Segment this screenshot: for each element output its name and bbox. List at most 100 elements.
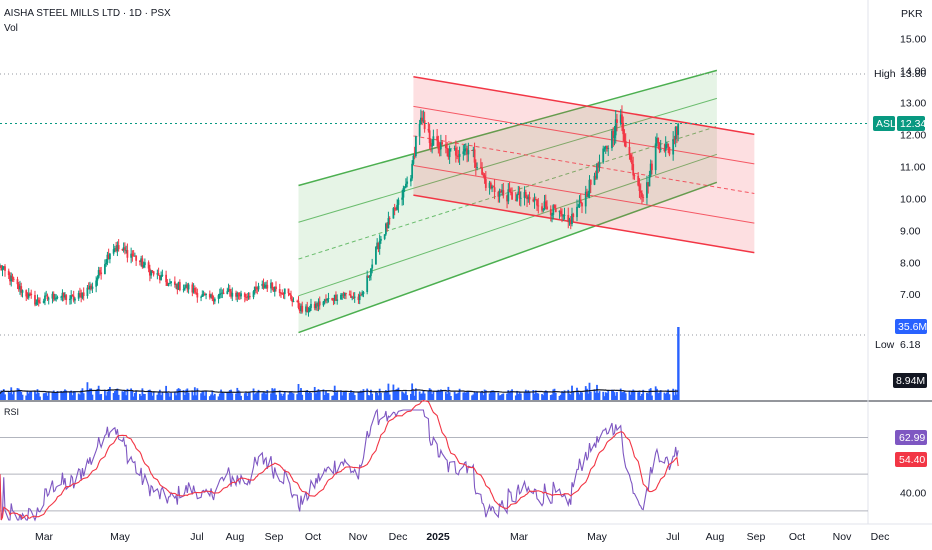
rsi-indicator-label[interactable]: RSI (4, 407, 20, 417)
volume-bar (476, 391, 478, 400)
volume-bar (301, 394, 304, 400)
volume-bar (196, 388, 199, 400)
candle-body (35, 302, 38, 305)
volume-bar (70, 390, 73, 400)
volume-bar (419, 393, 422, 400)
volume-bar (156, 394, 159, 400)
volume-bar (109, 386, 111, 400)
time-axis[interactable]: Mar May Jul Aug Sep Oct Nov Dec 2025 Mar May Jul Aug… (35, 531, 889, 543)
candle-body (353, 296, 356, 298)
candle-body (493, 187, 496, 192)
price-axis[interactable]: 15.00 14.00 13.00 12.00 11.00 10.00 9.00 8.00 7.… (900, 33, 926, 301)
candle-body (44, 295, 46, 301)
candle-body (358, 294, 361, 301)
candle-body (491, 186, 493, 189)
candle-body (167, 283, 170, 286)
last-price-marker: ASL 12.34 (873, 116, 926, 131)
volume-bar (360, 390, 362, 400)
candle-body (212, 299, 215, 302)
volume-bar (327, 393, 330, 400)
candle-body (432, 136, 435, 146)
volume-bar (235, 393, 237, 400)
candle-body (524, 192, 527, 197)
candle-body (633, 175, 636, 177)
candle-body (115, 248, 118, 251)
volume-bar (115, 389, 118, 400)
volume-bar (488, 393, 491, 400)
volume-bar (69, 391, 71, 400)
volume-bar (393, 391, 396, 400)
volume-bar (367, 395, 370, 400)
candle-body (182, 289, 185, 291)
candle-body (157, 273, 160, 276)
candle-body (623, 134, 626, 141)
volume-bar (60, 390, 63, 400)
candle-body (290, 294, 292, 300)
candle-body (305, 306, 307, 312)
candle-body (542, 209, 545, 211)
volume-bar (501, 394, 503, 400)
candle-body (663, 149, 666, 151)
volume-bar (654, 386, 657, 400)
volume-bar (227, 391, 230, 400)
candle-body (572, 213, 575, 218)
candle-body (476, 167, 478, 168)
volume-bar (185, 389, 187, 400)
candle-body (183, 287, 186, 290)
volume-bar (649, 388, 652, 400)
candle-body (613, 135, 616, 138)
candle-body (464, 148, 467, 150)
candle-body (27, 293, 30, 298)
volume-bar (611, 389, 613, 400)
candle-body (246, 296, 249, 298)
volume-bar (619, 388, 622, 400)
volume-bar (2, 389, 5, 400)
volume-bar (377, 395, 380, 400)
volume-bar (673, 395, 676, 400)
candle-body (616, 119, 618, 123)
candle-body (411, 163, 414, 179)
time-tick-label: Dec (871, 531, 890, 543)
volume-bar (47, 392, 50, 400)
candle-body (112, 249, 115, 254)
candle-body (283, 288, 286, 295)
candle-body (150, 270, 153, 276)
volume-bar (91, 394, 94, 400)
candle-body (126, 250, 129, 258)
volume-indicator-label[interactable]: Vol (4, 23, 18, 34)
volume-bar (666, 392, 668, 400)
candle-body (649, 163, 652, 176)
chart-title[interactable]: AISHA STEEL MILLS LTD · 1D · PSX (4, 8, 171, 19)
candle-body (240, 293, 242, 297)
volume-bar (135, 391, 138, 400)
volume-bar (567, 389, 570, 400)
price-tick-label: 8.00 (900, 257, 921, 269)
volume-bar (482, 395, 485, 400)
volume-bar (336, 391, 339, 400)
candle-body (621, 114, 623, 123)
volume-bar (516, 390, 518, 400)
candle-body (656, 138, 658, 144)
rsi-axis[interactable]: 40.00 (900, 488, 926, 500)
candle-body (140, 258, 143, 263)
volume-bar (553, 388, 556, 400)
candle-body (270, 282, 272, 289)
volume-bar (353, 395, 356, 400)
volume-bar (541, 394, 543, 400)
volume-bar (158, 389, 161, 400)
candle-body (597, 163, 600, 168)
candle-body (677, 123, 680, 135)
candle-body (406, 181, 409, 184)
volume-bar (89, 388, 91, 400)
candle-body (428, 130, 431, 144)
candle-body (448, 148, 451, 158)
volume-bar (559, 394, 562, 400)
volume-bar (508, 392, 511, 400)
candle-body (422, 120, 425, 122)
volume-bar (454, 393, 457, 400)
volume-bar (326, 393, 329, 400)
candle-body (316, 303, 319, 307)
volume-bar (351, 392, 354, 400)
volume-bar (596, 384, 598, 400)
